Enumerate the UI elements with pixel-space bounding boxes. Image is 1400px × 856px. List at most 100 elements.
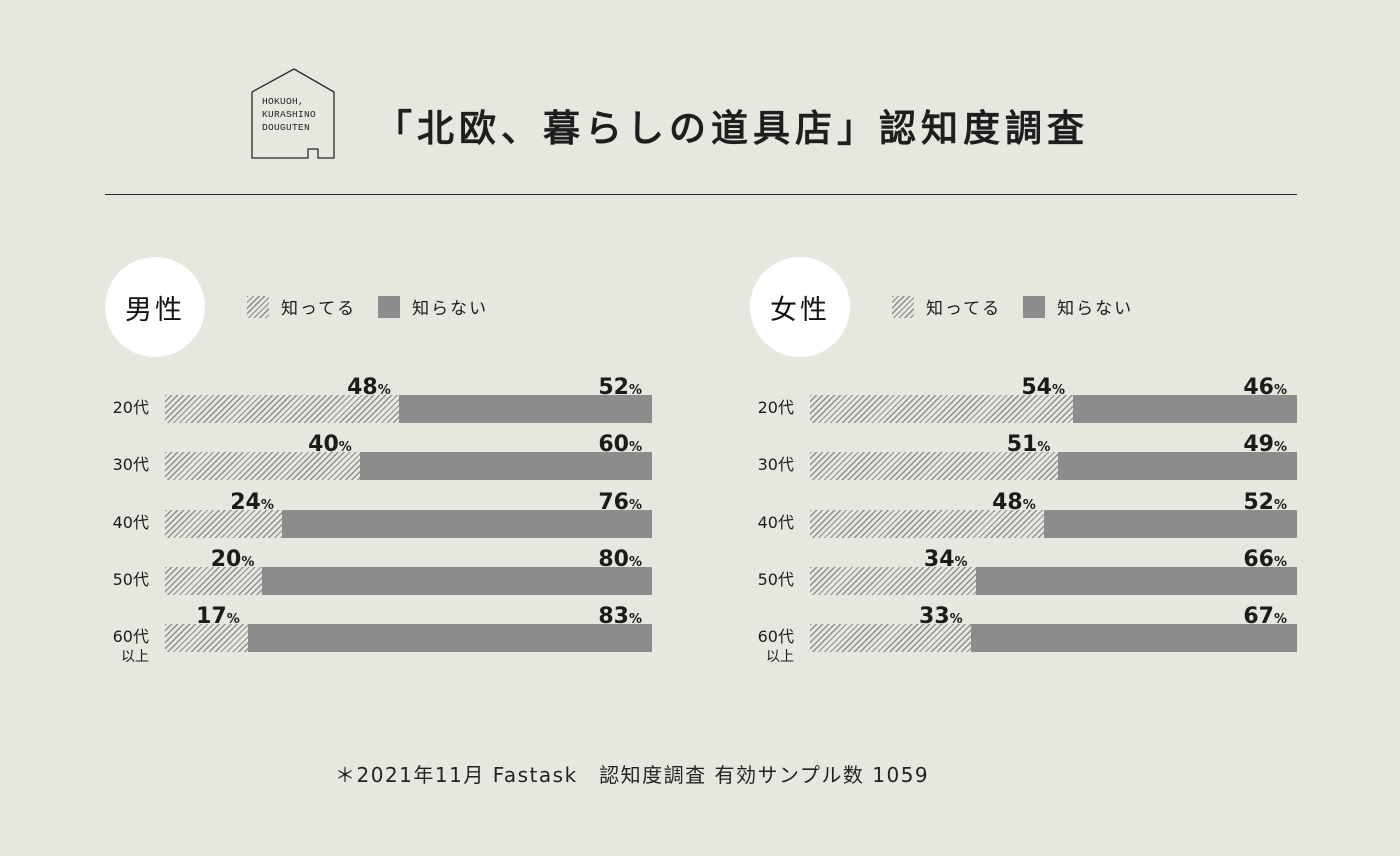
- legend-male: 知ってる 知らない: [247, 294, 510, 319]
- legend-female: 知ってる 知らない: [892, 294, 1155, 319]
- value-label-unknown-50: 66%: [1243, 547, 1287, 572]
- logo-text: HOKUOH, KURASHINO DOUGUTEN: [262, 96, 317, 133]
- value-label-unknown-30: 60%: [598, 432, 642, 457]
- bar-unknown-50: [262, 567, 652, 595]
- row-label-30: 30代: [734, 455, 794, 475]
- legend-label-known: 知ってる: [281, 299, 357, 319]
- row-label-60plus: 60代以上: [734, 627, 794, 667]
- house-outline-icon: [251, 68, 335, 159]
- bar-unknown-40: [1043, 510, 1297, 538]
- value-label-unknown-40: 52%: [1243, 490, 1287, 515]
- row-label-text: 60代: [112, 627, 149, 646]
- legend-item-unknown: 知らない: [378, 294, 488, 319]
- value-percent-sign: %: [226, 612, 240, 627]
- value-number: 52: [1243, 490, 1274, 515]
- legend-label-unknown: 知らない: [1057, 299, 1134, 319]
- value-percent-sign: %: [1273, 383, 1287, 398]
- row-label-50: 50代: [734, 570, 794, 590]
- value-label-known-20: 48%: [347, 375, 391, 400]
- bar-unknown-60plus: [247, 624, 652, 652]
- value-number: 83: [598, 604, 629, 629]
- value-percent-sign: %: [628, 383, 642, 398]
- value-percent-sign: %: [260, 498, 274, 513]
- value-percent-sign: %: [628, 555, 642, 570]
- legend-swatch-unknown: [378, 295, 401, 318]
- value-label-unknown-20: 46%: [1243, 375, 1287, 400]
- value-label-unknown-60plus: 67%: [1243, 604, 1287, 629]
- row-label-text: 50代: [112, 570, 149, 589]
- value-number: 33: [919, 604, 950, 629]
- legend-label-unknown: 知らない: [412, 299, 489, 319]
- value-number: 20: [210, 547, 242, 572]
- value-label-known-60plus: 17%: [196, 604, 240, 629]
- value-percent-sign: %: [241, 555, 255, 570]
- bar-unknown-30: [1058, 452, 1297, 480]
- bar-unknown-20: [398, 395, 652, 423]
- bar-known-20: [810, 395, 1073, 423]
- legend-swatch-known: [247, 295, 269, 318]
- value-number: 48: [992, 490, 1023, 515]
- legend-item-known: 知ってる: [892, 294, 1001, 319]
- bar-unknown-40: [281, 510, 652, 538]
- row-label-subtext: 以上: [766, 649, 794, 665]
- page-title: 「北欧、暮らしの道具店」認知度調査: [375, 107, 1089, 150]
- row-label-text: 40代: [112, 513, 149, 532]
- value-number: 66: [1243, 547, 1274, 572]
- bar-unknown-20: [1072, 395, 1297, 423]
- value-number: 80: [598, 547, 629, 572]
- value-percent-sign: %: [1273, 498, 1287, 513]
- survey-footnote: ＊2021年11月 Fastask 認知度調査 有効サンプル数 1059: [335, 763, 930, 787]
- bar-known-40: [165, 510, 282, 538]
- bar-unknown-50: [975, 567, 1297, 595]
- value-percent-sign: %: [1037, 440, 1051, 455]
- value-label-known-60plus: 33%: [919, 604, 963, 629]
- bar-unknown-30: [359, 452, 652, 480]
- value-percent-sign: %: [628, 440, 642, 455]
- row-label-40: 40代: [734, 513, 794, 533]
- row-label-text: 30代: [757, 455, 794, 474]
- bar-known-30: [810, 452, 1059, 480]
- row-label-text: 50代: [757, 570, 794, 589]
- row-label-50: 50代: [89, 570, 149, 590]
- bar-known-50: [165, 567, 263, 595]
- value-percent-sign: %: [628, 498, 642, 513]
- value-label-known-50: 34%: [924, 547, 968, 572]
- value-label-known-40: 24%: [230, 490, 274, 515]
- panel-title-female: 女性: [750, 257, 850, 357]
- row-label-text: 30代: [112, 455, 149, 474]
- row-label-20: 20代: [89, 398, 149, 418]
- bar-known-20: [165, 395, 399, 423]
- value-label-unknown-30: 49%: [1243, 432, 1287, 457]
- bar-known-40: [810, 510, 1044, 538]
- value-number: 51: [1006, 432, 1038, 457]
- chart-female: 女性 知ってる 知らない 20代 54% 46% 30代 51% 49% 40代 48% 52%…: [645, 0, 1297, 856]
- row-label-text: 20代: [757, 398, 794, 417]
- bar-unknown-60plus: [970, 624, 1297, 652]
- value-percent-sign: %: [954, 555, 968, 570]
- title-divider: [105, 194, 1297, 195]
- value-number: 54: [1021, 375, 1052, 400]
- legend-swatch-known: [892, 295, 914, 318]
- value-label-unknown-40: 76%: [598, 490, 642, 515]
- row-label-40: 40代: [89, 513, 149, 533]
- value-percent-sign: %: [377, 383, 391, 398]
- value-percent-sign: %: [1022, 498, 1036, 513]
- value-label-known-40: 48%: [992, 490, 1036, 515]
- panel-title-male: 男性: [105, 257, 205, 357]
- row-label-text: 20代: [112, 398, 149, 417]
- value-number: 52: [598, 375, 629, 400]
- value-label-known-50: 20%: [211, 547, 255, 572]
- value-label-unknown-60plus: 83%: [598, 604, 642, 629]
- chart-male: 男性 知ってる 知らない 20代 48% 52% 30代 40% 60% 40代 24% 76%…: [0, 0, 652, 856]
- value-percent-sign: %: [1273, 612, 1287, 627]
- row-label-text: 60代: [757, 627, 794, 646]
- value-number: 46: [1243, 375, 1274, 400]
- value-label-known-30: 40%: [308, 432, 352, 457]
- bar-known-50: [810, 567, 976, 595]
- bar-known-60plus: [810, 624, 971, 652]
- row-label-30: 30代: [89, 455, 149, 475]
- row-label-60plus: 60代 以上: [89, 627, 149, 667]
- value-label-unknown-20: 52%: [598, 375, 642, 400]
- value-percent-sign: %: [628, 612, 642, 627]
- value-number: 17: [196, 604, 227, 629]
